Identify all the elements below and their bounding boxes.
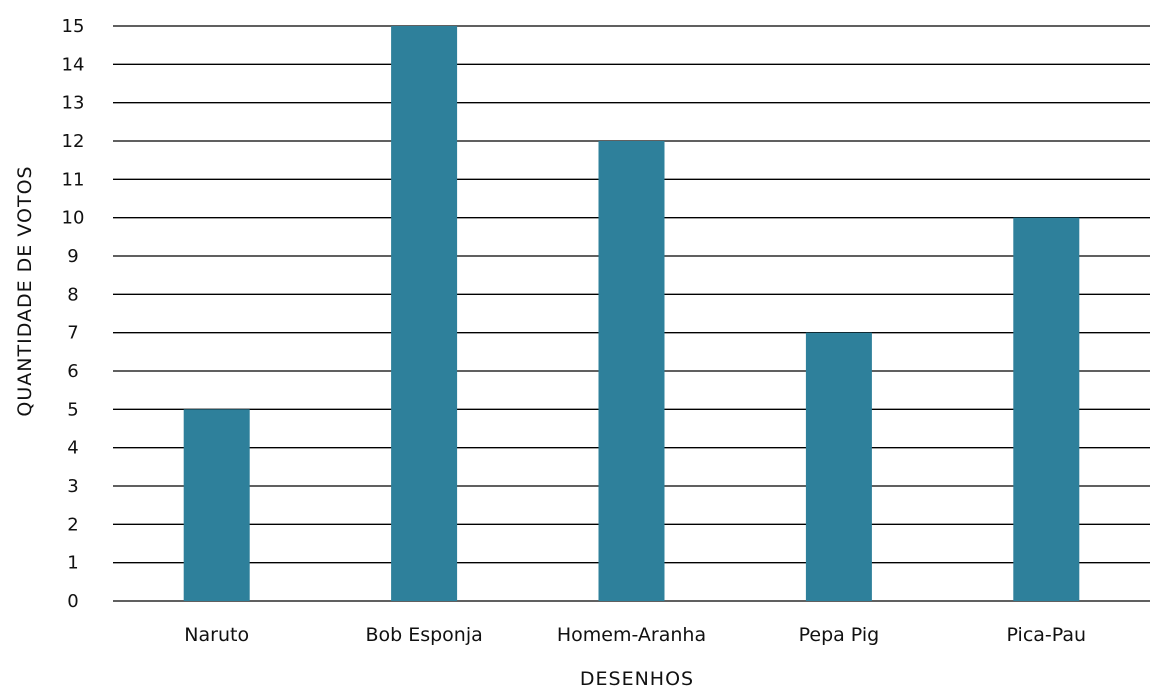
y-tick-label: 9: [67, 246, 78, 267]
y-tick-label: 7: [67, 323, 78, 344]
y-tick-label: 10: [62, 208, 85, 229]
bar-layer: [183, 26, 1080, 601]
bar-pepa-pig: [805, 332, 872, 601]
y-tick-label: 11: [62, 169, 85, 190]
y-tick-label: 6: [67, 361, 78, 382]
bar-homem-aranha: [598, 141, 665, 601]
x-category-labels: Naruto Bob Esponja Homem-Aranha Pepa Pig Pic…: [184, 624, 1086, 646]
y-tick-label: 3: [67, 476, 78, 497]
bar-bob-esponja: [391, 26, 458, 601]
y-tick-label: 4: [67, 438, 78, 459]
bar-naruto: [183, 409, 250, 601]
x-category-label: Bob Esponja: [365, 624, 482, 646]
y-tick-label: 1: [67, 553, 78, 574]
x-category-label: Naruto: [184, 624, 249, 646]
y-tick-label: 0: [67, 591, 78, 612]
y-tick-label: 14: [62, 54, 85, 75]
y-axis-title: QUANTIDADE DE VOTOS: [14, 165, 36, 416]
bar-pica-pau: [1013, 217, 1080, 601]
x-category-label: Homem-Aranha: [557, 624, 706, 646]
x-category-label: Pepa Pig: [799, 624, 880, 646]
y-tick-label: 8: [67, 284, 78, 305]
y-tick-label: 2: [67, 514, 78, 535]
x-axis-title: DESENHOS: [580, 668, 694, 690]
y-tick-label: 15: [62, 16, 85, 37]
y-tick-label: 12: [62, 131, 85, 152]
x-category-label: Pica-Pau: [1007, 624, 1087, 646]
y-tick-label: 5: [67, 399, 78, 420]
y-tick-label: 13: [62, 93, 85, 114]
